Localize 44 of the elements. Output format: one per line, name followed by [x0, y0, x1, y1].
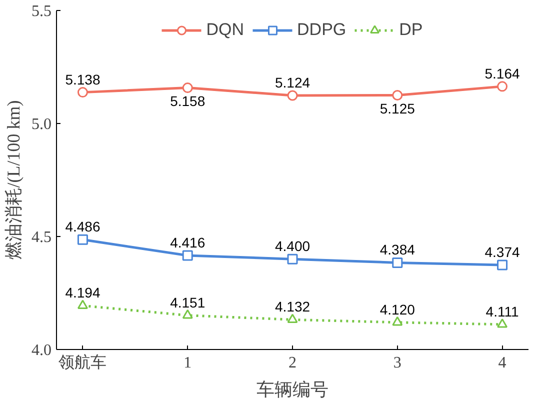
- y-axis-title: 燃油消耗/(L/100 km): [4, 100, 24, 260]
- point: [287, 314, 298, 324]
- data-label: 5.124: [274, 74, 310, 90]
- legend-label: DDPG: [297, 20, 346, 40]
- data-label: 4.486: [65, 218, 100, 235]
- data-label: 4.374: [484, 244, 520, 260]
- point: [497, 260, 508, 270]
- x-tick-label: 4: [498, 354, 506, 372]
- point: [182, 309, 193, 319]
- point: [77, 300, 88, 310]
- x-axis-title: 车辆编号: [256, 380, 328, 400]
- data-label: 5.164: [484, 65, 520, 82]
- legend-label: DP: [399, 20, 423, 40]
- point: [287, 90, 298, 101]
- point: [182, 250, 193, 261]
- legend-label: DQN: [206, 20, 244, 40]
- point: [77, 234, 88, 245]
- data-label: 4.132: [274, 298, 310, 315]
- x-tick-label: 1: [184, 354, 192, 372]
- data-label: 4.151: [170, 294, 206, 310]
- data-label: 5.158: [170, 92, 206, 109]
- data-label: 4.384: [380, 242, 416, 258]
- data-label: 5.125: [380, 100, 416, 116]
- x-tick-label: 2: [288, 354, 296, 372]
- point: [497, 318, 508, 328]
- x-tick-label: 领航车: [58, 354, 107, 372]
- point: [392, 257, 403, 268]
- data-label: 4.194: [65, 284, 100, 301]
- point: [392, 316, 403, 326]
- y-tick-label: 4.0: [32, 342, 52, 359]
- point: [77, 87, 88, 98]
- data-label: 5.138: [65, 71, 100, 88]
- point: [392, 90, 403, 100]
- x-tick-label: 3: [393, 354, 402, 372]
- data-label: 4.416: [170, 234, 206, 250]
- data-label: 4.400: [274, 238, 310, 254]
- point: [497, 81, 508, 92]
- y-tick-label: 5.5: [32, 3, 52, 20]
- point: [182, 82, 193, 94]
- data-label: 4.120: [380, 301, 416, 318]
- point: [287, 254, 298, 264]
- y-tick-label: 4.5: [32, 229, 52, 246]
- data-label: 4.111: [486, 303, 519, 320]
- y-tick-label: 5.0: [32, 116, 52, 133]
